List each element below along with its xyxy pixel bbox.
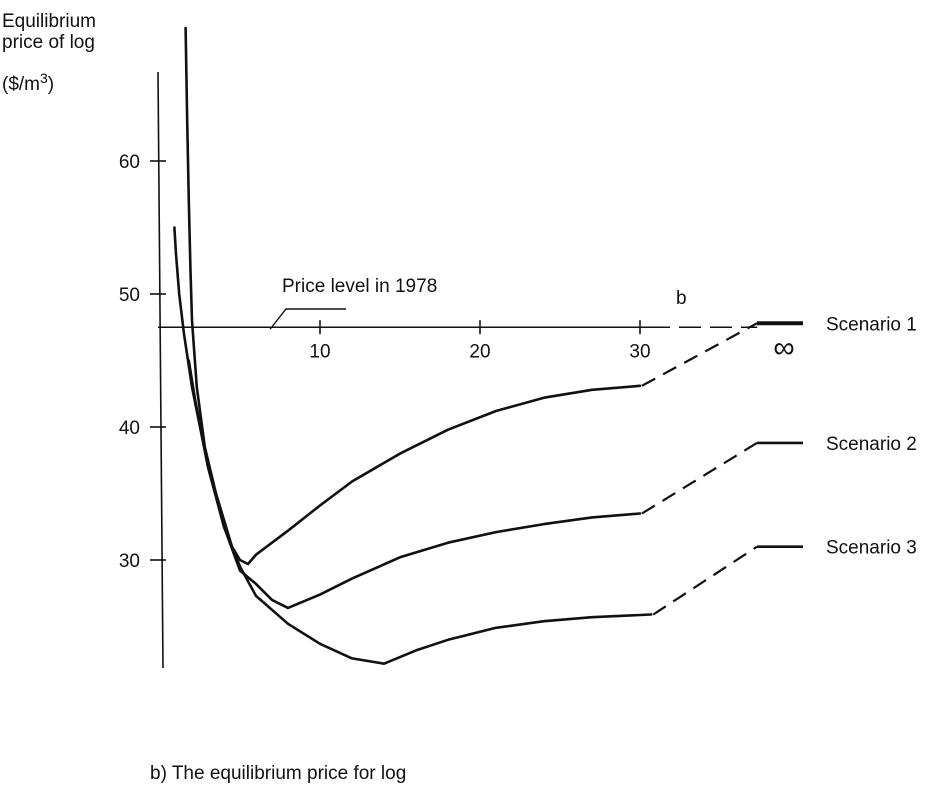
x-tick-label-infinity: ∞ [773, 331, 794, 364]
series-3-label: Scenario 3 [826, 538, 917, 559]
labels-group: Scenario 1 Scenario 2 Scenario 3 b Price lev… [150, 276, 917, 784]
y-tick-label-50: 50 [119, 285, 140, 306]
annotation-leader [269, 308, 346, 330]
x-axis-title: b [676, 288, 687, 309]
series-3-dashed-extension [652, 545, 758, 616]
ticks: 30 40 50 60 10 20 30 ∞ [119, 152, 795, 572]
x-tick-label-10: 10 [309, 341, 330, 362]
y-axis-title-line-2: price of log [2, 32, 95, 53]
series-3-line [173, 226, 653, 665]
reference-price-line [158, 308, 757, 330]
y-axis-title-line-3: ($/m3) [2, 70, 54, 95]
y-axis-title-line-1: Equilibrium [2, 11, 96, 32]
x-tick-label-20: 20 [469, 341, 490, 362]
series-1-label: Scenario 1 [826, 314, 917, 335]
axes [157, 71, 164, 669]
series-group [173, 26, 803, 665]
series-1-line [184, 26, 642, 566]
series-2-label: Scenario 2 [826, 434, 917, 455]
series-2-dashed-extension [641, 442, 758, 515]
series-1-dashed-extension [641, 322, 758, 387]
series-2-line [187, 359, 642, 610]
y-tick-label-40: 40 [119, 418, 140, 439]
x-tick-label-30: 30 [629, 341, 650, 362]
annotation-price-level-1978: Price level in 1978 [282, 276, 437, 297]
figure-caption: b) The equilibrium price for log [150, 763, 406, 784]
y-tick-label-60: 60 [119, 152, 140, 173]
y-axis-line [157, 71, 164, 669]
y-tick-label-30: 30 [119, 551, 140, 572]
